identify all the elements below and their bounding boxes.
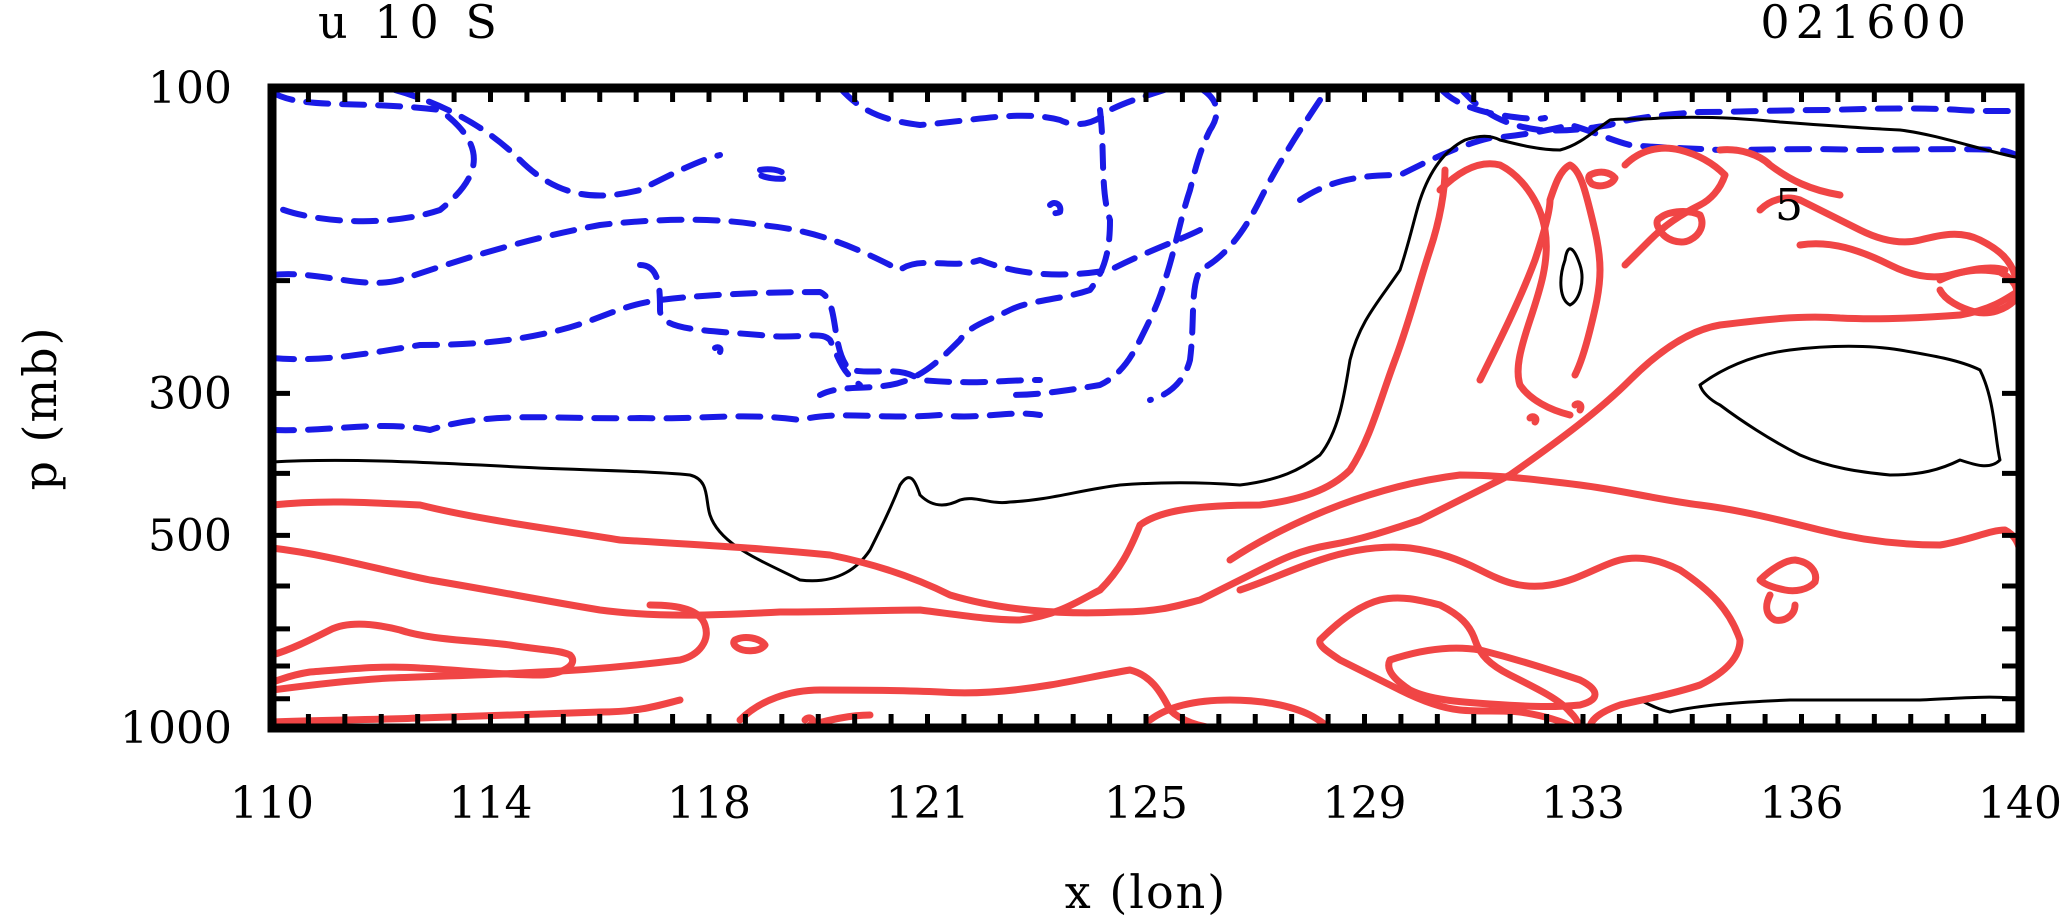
x-tick-label: 136 bbox=[1760, 778, 1844, 829]
positive-contour-small bbox=[1526, 413, 1540, 426]
negative-contour-small bbox=[757, 166, 791, 182]
y-tick-label: 500 bbox=[148, 510, 232, 561]
negative-contours bbox=[269, 85, 2023, 434]
positive-contour-small bbox=[1571, 400, 1585, 414]
positive-contour bbox=[736, 666, 1224, 732]
positive-contour bbox=[268, 601, 710, 694]
y-tick-label: 300 bbox=[148, 368, 232, 419]
positive-contour bbox=[1476, 161, 1604, 384]
positive-contour bbox=[1763, 591, 1799, 624]
y-tick-label: 100 bbox=[148, 63, 232, 114]
negative-contour-small bbox=[1047, 200, 1064, 217]
positive-contour bbox=[268, 166, 1449, 624]
x-tick-label: 110 bbox=[230, 778, 314, 829]
x-tick-label: 140 bbox=[1978, 778, 2060, 829]
negative-contour bbox=[817, 107, 1113, 398]
x-axis-title: x (lon) bbox=[1065, 865, 1228, 919]
positive-contour bbox=[268, 620, 576, 686]
zero-contour-island bbox=[1698, 344, 2002, 477]
zero-contour-island bbox=[1559, 247, 1584, 307]
x-tick-label: 118 bbox=[667, 778, 751, 829]
y-axis-title: p (mb) bbox=[13, 325, 67, 490]
contour-label: 5 bbox=[1775, 180, 1803, 231]
positive-contour bbox=[1653, 208, 1706, 246]
negative-contour bbox=[392, 87, 723, 199]
positive-contours bbox=[268, 144, 2024, 732]
negative-contour bbox=[1297, 122, 2023, 203]
chart-title-left: u 10 S bbox=[318, 0, 503, 49]
x-tick-label: 133 bbox=[1541, 778, 1625, 829]
positive-contour bbox=[1236, 543, 1744, 732]
positive-contour bbox=[1585, 168, 1619, 190]
positive-contour bbox=[1621, 144, 1729, 269]
positive-contour bbox=[1436, 160, 1574, 419]
chart-title-right: 021600 bbox=[1760, 0, 1972, 49]
negative-contour bbox=[269, 89, 477, 225]
positive-contour bbox=[1146, 696, 1334, 732]
positive-contour bbox=[1756, 194, 2019, 279]
negative-contour bbox=[837, 85, 1173, 128]
x-tick-label: 114 bbox=[449, 778, 533, 829]
negative-contour bbox=[637, 262, 863, 388]
contour-lines: 5 bbox=[268, 85, 2024, 732]
positive-contour bbox=[1936, 266, 2021, 317]
positive-contour bbox=[268, 286, 2024, 617]
positive-contour bbox=[268, 696, 684, 726]
plot-frame bbox=[267, 83, 2025, 733]
positive-contour-small bbox=[730, 634, 769, 655]
negative-contour bbox=[1437, 85, 1548, 122]
negative-contour bbox=[1457, 85, 2023, 134]
negative-contour bbox=[269, 216, 1203, 286]
positive-contour bbox=[1226, 471, 2024, 564]
positive-contour bbox=[1716, 146, 1844, 199]
x-axis: 110 114 118 121 125 129 133 136 140 bbox=[230, 88, 2060, 829]
positive-contour bbox=[1385, 644, 1599, 711]
y-axis: 100 300 500 1000 bbox=[120, 63, 2020, 754]
negative-contour bbox=[269, 410, 1043, 434]
positive-contour-small bbox=[801, 714, 817, 728]
y-tick-label: 1000 bbox=[120, 703, 232, 754]
x-tick-label: 125 bbox=[1104, 778, 1188, 829]
negative-contour bbox=[269, 289, 1043, 386]
negative-contour-small bbox=[712, 344, 724, 355]
positive-contour bbox=[1756, 556, 1820, 595]
x-tick-label: 129 bbox=[1323, 778, 1407, 829]
zero-contour bbox=[270, 115, 2022, 583]
negative-contour bbox=[1007, 85, 1220, 398]
negative-contour bbox=[1147, 97, 1323, 403]
x-tick-label: 121 bbox=[886, 778, 970, 829]
zero-contour-bottom bbox=[1638, 695, 2022, 714]
